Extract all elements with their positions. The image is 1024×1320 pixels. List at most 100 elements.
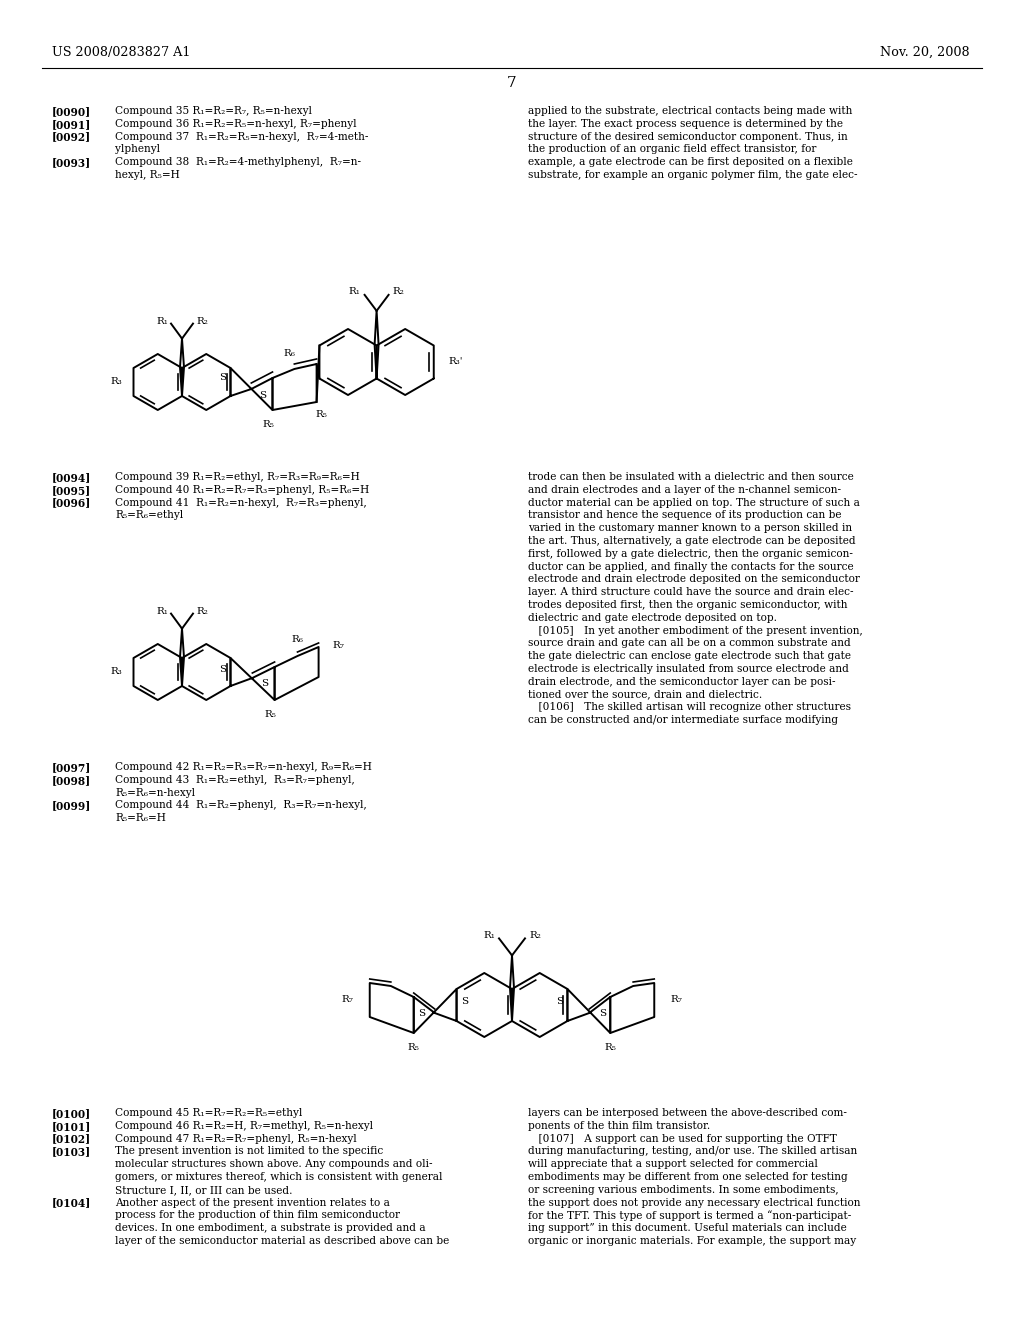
Text: S: S — [261, 678, 268, 688]
Text: R₃: R₃ — [110, 668, 122, 676]
Text: ductor can be applied, and finally the contacts for the source: ductor can be applied, and finally the c… — [528, 561, 854, 572]
Text: hexyl, R₅=H: hexyl, R₅=H — [115, 170, 180, 180]
Text: R₅=R₆=H: R₅=R₆=H — [115, 813, 166, 824]
Text: Nov. 20, 2008: Nov. 20, 2008 — [881, 46, 970, 59]
Text: embodiments may be different from one selected for testing: embodiments may be different from one se… — [528, 1172, 848, 1181]
Text: first, followed by a gate dielectric, then the organic semicon-: first, followed by a gate dielectric, th… — [528, 549, 853, 558]
Text: [0095]: [0095] — [52, 484, 91, 496]
Text: R₂: R₂ — [196, 317, 208, 326]
Text: [0098]: [0098] — [52, 775, 91, 785]
Text: R₃': R₃' — [449, 358, 463, 367]
Text: R₂: R₂ — [392, 288, 404, 297]
Text: layers can be interposed between the above-described com-: layers can be interposed between the abo… — [528, 1107, 847, 1118]
Text: R₅: R₅ — [315, 411, 328, 418]
Text: [0093]: [0093] — [52, 157, 91, 168]
Text: can be constructed and/or intermediate surface modifying: can be constructed and/or intermediate s… — [528, 715, 838, 725]
Text: structure of the desired semiconductor component. Thus, in: structure of the desired semiconductor c… — [528, 132, 848, 141]
Text: R₅: R₅ — [408, 1043, 420, 1052]
Text: the production of an organic field effect transistor, for: the production of an organic field effec… — [528, 144, 816, 154]
Text: the art. Thus, alternatively, a gate electrode can be deposited: the art. Thus, alternatively, a gate ele… — [528, 536, 856, 546]
Text: S: S — [418, 1008, 425, 1018]
Text: electrode and drain electrode deposited on the semiconductor: electrode and drain electrode deposited … — [528, 574, 860, 585]
Text: [0090]: [0090] — [52, 106, 91, 117]
Text: Compound 45 R₁=R₇=R₂=R₅=ethyl: Compound 45 R₁=R₇=R₂=R₅=ethyl — [115, 1107, 302, 1118]
Text: [0103]: [0103] — [52, 1146, 91, 1158]
Text: [0102]: [0102] — [52, 1134, 91, 1144]
Text: [0104]: [0104] — [52, 1197, 91, 1209]
Text: example, a gate electrode can be first deposited on a flexible: example, a gate electrode can be first d… — [528, 157, 853, 168]
Text: devices. In one embodiment, a substrate is provided and a: devices. In one embodiment, a substrate … — [115, 1224, 426, 1233]
Text: during manufacturing, testing, and/or use. The skilled artisan: during manufacturing, testing, and/or us… — [528, 1146, 857, 1156]
Text: R₁: R₁ — [156, 607, 168, 616]
Text: transistor and hence the sequence of its production can be: transistor and hence the sequence of its… — [528, 511, 842, 520]
Text: [0092]: [0092] — [52, 132, 91, 143]
Text: layer of the semiconductor material as described above can be: layer of the semiconductor material as d… — [115, 1236, 450, 1246]
Text: substrate, for example an organic polymer film, the gate elec-: substrate, for example an organic polyme… — [528, 170, 857, 180]
Text: dielectric and gate electrode deposited on top.: dielectric and gate electrode deposited … — [528, 612, 777, 623]
Text: drain electrode, and the semiconductor layer can be posi-: drain electrode, and the semiconductor l… — [528, 677, 836, 686]
Text: R₅=R₆=ethyl: R₅=R₆=ethyl — [115, 511, 183, 520]
Text: the layer. The exact process sequence is determined by the: the layer. The exact process sequence is… — [528, 119, 843, 129]
Text: R₅: R₅ — [262, 420, 274, 429]
Text: [0106] The skilled artisan will recognize other structures: [0106] The skilled artisan will recogniz… — [528, 702, 851, 713]
Text: S: S — [461, 997, 468, 1006]
Text: ing support” in this document. Useful materials can include: ing support” in this document. Useful ma… — [528, 1224, 847, 1233]
Text: R₁: R₁ — [156, 317, 168, 326]
Text: ylphenyl: ylphenyl — [115, 144, 160, 154]
Text: [0100]: [0100] — [52, 1107, 91, 1119]
Text: Compound 46 R₁=R₂=H, R₇=methyl, R₅=n-hexyl: Compound 46 R₁=R₂=H, R₇=methyl, R₅=n-hex… — [115, 1121, 373, 1131]
Text: R₇: R₇ — [671, 995, 682, 1005]
Text: [0105] In yet another embodiment of the present invention,: [0105] In yet another embodiment of the … — [528, 626, 863, 636]
Text: Compound 41  R₁=R₂=n-hexyl,  R₇=R₃=phenyl,: Compound 41 R₁=R₂=n-hexyl, R₇=R₃=phenyl, — [115, 498, 367, 508]
Text: layer. A third structure could have the source and drain elec-: layer. A third structure could have the … — [528, 587, 853, 597]
Text: the gate dielectric can enclose gate electrode such that gate: the gate dielectric can enclose gate ele… — [528, 651, 851, 661]
Text: [0107] A support can be used for supporting the OTFT: [0107] A support can be used for support… — [528, 1134, 837, 1143]
Text: R₅=R₆=n-hexyl: R₅=R₆=n-hexyl — [115, 788, 196, 797]
Text: or screening various embodiments. In some embodiments,: or screening various embodiments. In som… — [528, 1185, 839, 1195]
Text: Compound 38  R₁=R₂=4-methylphenyl,  R₇=n-: Compound 38 R₁=R₂=4-methylphenyl, R₇=n- — [115, 157, 361, 168]
Text: [0094]: [0094] — [52, 473, 91, 483]
Text: R₃: R₃ — [110, 378, 122, 387]
Text: molecular structures shown above. Any compounds and oli-: molecular structures shown above. Any co… — [115, 1159, 432, 1170]
Text: US 2008/0283827 A1: US 2008/0283827 A1 — [52, 46, 190, 59]
Text: Compound 43  R₁=R₂=ethyl,  R₃=R₇=phenyl,: Compound 43 R₁=R₂=ethyl, R₃=R₇=phenyl, — [115, 775, 354, 785]
Text: Compound 37  R₁=R₂=R₅=n-hexyl,  R₇=4-meth-: Compound 37 R₁=R₂=R₅=n-hexyl, R₇=4-meth- — [115, 132, 369, 141]
Text: The present invention is not limited to the specific: The present invention is not limited to … — [115, 1146, 383, 1156]
Text: ductor material can be applied on top. The structure of such a: ductor material can be applied on top. T… — [528, 498, 860, 508]
Text: R₆: R₆ — [284, 348, 295, 358]
Text: the support does not provide any necessary electrical function: the support does not provide any necessa… — [528, 1197, 860, 1208]
Text: applied to the substrate, electrical contacts being made with: applied to the substrate, electrical con… — [528, 106, 852, 116]
Text: Compound 42 R₁=R₂=R₃=R₇=n-hexyl, R₉=R₆=H: Compound 42 R₁=R₂=R₃=R₇=n-hexyl, R₉=R₆=H — [115, 762, 372, 772]
Text: S: S — [219, 374, 226, 383]
Text: electrode is electrically insulated from source electrode and: electrode is electrically insulated from… — [528, 664, 849, 675]
Text: R₂: R₂ — [529, 931, 541, 940]
Text: will appreciate that a support selected for commercial: will appreciate that a support selected … — [528, 1159, 818, 1170]
Text: Compound 35 R₁=R₂=R₇, R₅=n-hexyl: Compound 35 R₁=R₂=R₇, R₅=n-hexyl — [115, 106, 312, 116]
Text: Structure I, II, or III can be used.: Structure I, II, or III can be used. — [115, 1185, 293, 1195]
Text: Compound 36 R₁=R₂=R₅=n-hexyl, R₇=phenyl: Compound 36 R₁=R₂=R₅=n-hexyl, R₇=phenyl — [115, 119, 356, 129]
Text: trode can then be insulated with a dielectric and then source: trode can then be insulated with a diele… — [528, 473, 854, 482]
Text: 7: 7 — [507, 77, 517, 90]
Text: R₆: R₆ — [292, 635, 303, 644]
Text: Compound 40 R₁=R₂=R₇=R₃=phenyl, R₅=R₆=H: Compound 40 R₁=R₂=R₇=R₃=phenyl, R₅=R₆=H — [115, 484, 370, 495]
Text: R₇: R₇ — [342, 995, 353, 1005]
Text: [0096]: [0096] — [52, 498, 91, 508]
Text: Another aspect of the present invention relates to a: Another aspect of the present invention … — [115, 1197, 390, 1208]
Text: R₇: R₇ — [333, 640, 344, 649]
Text: [0101]: [0101] — [52, 1121, 91, 1131]
Text: Compound 47 R₁=R₂=R₇=phenyl, R₅=n-hexyl: Compound 47 R₁=R₂=R₇=phenyl, R₅=n-hexyl — [115, 1134, 356, 1143]
Text: ponents of the thin film transistor.: ponents of the thin film transistor. — [528, 1121, 711, 1131]
Text: S: S — [219, 665, 226, 675]
Text: tioned over the source, drain and dielectric.: tioned over the source, drain and dielec… — [528, 689, 762, 700]
Text: Compound 44  R₁=R₂=phenyl,  R₃=R₇=n-hexyl,: Compound 44 R₁=R₂=phenyl, R₃=R₇=n-hexyl, — [115, 800, 367, 810]
Text: R₅: R₅ — [264, 710, 276, 719]
Text: S: S — [599, 1008, 606, 1018]
Text: [0099]: [0099] — [52, 800, 91, 812]
Text: R₂: R₂ — [196, 607, 208, 616]
Text: S: S — [259, 392, 266, 400]
Text: [0097]: [0097] — [52, 762, 91, 774]
Text: trodes deposited first, then the organic semiconductor, with: trodes deposited first, then the organic… — [528, 601, 848, 610]
Text: gomers, or mixtures thereof, which is consistent with general: gomers, or mixtures thereof, which is co… — [115, 1172, 442, 1181]
Text: varied in the customary manner known to a person skilled in: varied in the customary manner known to … — [528, 523, 852, 533]
Text: R₁: R₁ — [483, 931, 495, 940]
